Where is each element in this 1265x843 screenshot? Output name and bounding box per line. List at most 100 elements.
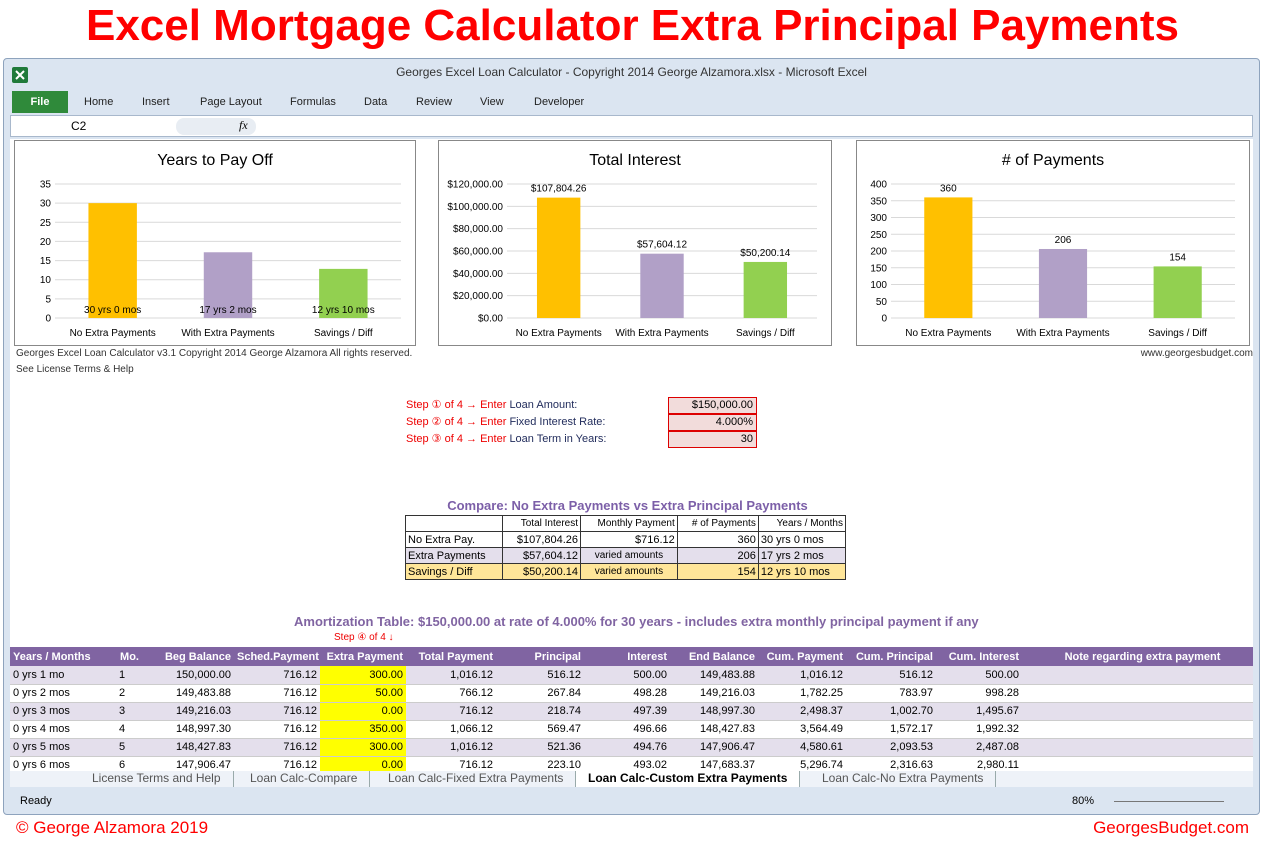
input-cell[interactable]: $150,000.00 — [668, 397, 757, 414]
step-line: Step ② of 4 → Enter Fixed Interest Rate: — [406, 414, 605, 431]
amortization-title: Amortization Table: $150,000.00 at rate … — [294, 614, 979, 629]
header-cell: Cum. Interest — [936, 647, 1022, 666]
excel-icon — [12, 67, 28, 83]
ribbon-tab[interactable]: Insert — [142, 96, 170, 108]
cell: 716.12 — [406, 756, 496, 771]
input-cell[interactable]: 30 — [668, 431, 757, 448]
ribbon-tab[interactable]: Home — [84, 96, 114, 108]
cell: 30 yrs 0 mos — [757, 531, 847, 548]
step-number: Step ① of 4 → — [406, 399, 478, 411]
amortization-row: 0 yrs 4 mos 4 148,997.30 716.12 350.00 1,066.… — [10, 720, 1253, 739]
cell: varied amounts — [580, 563, 678, 580]
window-title: Georges Excel Loan Calculator - Copyrigh… — [396, 65, 867, 79]
cell: 500.00 — [584, 666, 670, 685]
amortization-table: Years / Months Mo. Beg Balance Sched.Paymen… — [10, 647, 1253, 771]
bar — [743, 261, 788, 318]
chart-svg: Total Interest $0.00 $20,000.00 $40,000.00 $… — [447, 152, 817, 339]
bar — [1153, 266, 1202, 318]
cell: 2,498.37 — [758, 702, 846, 721]
chart: # of Payments 0 50 100 150 200 250 300 350 400 No … — [856, 140, 1250, 346]
status-bar: Ready 80% — [4, 789, 1259, 814]
y-tick-label: 250 — [870, 230, 887, 241]
data-label: $50,200.14 — [740, 248, 790, 259]
sheet-tab[interactable]: License Terms and Help — [80, 771, 234, 787]
cell: 494.76 — [584, 738, 670, 757]
ribbon-tab[interactable]: Formulas — [290, 96, 336, 108]
compare-row: No Extra Pay. $107,804.26 $716.12 360 30 yrs… — [404, 531, 847, 548]
cell: 521.36 — [496, 738, 584, 757]
x-tick-label: With Extra Payments — [181, 328, 274, 339]
y-tick-label: 300 — [870, 213, 887, 224]
sheet-tab[interactable]: Loan Calc-Custom Extra Payments — [576, 771, 801, 787]
cell: varied amounts — [580, 547, 678, 564]
x-tick-label: With Extra Payments — [1016, 328, 1109, 339]
header-cell: Cum. Payment — [758, 647, 846, 666]
y-tick-label: 10 — [40, 275, 52, 286]
x-tick-label: With Extra Payments — [615, 328, 708, 339]
y-tick-label: 5 — [45, 294, 51, 305]
cell: 783.97 — [846, 684, 936, 703]
name-box[interactable]: C2 — [71, 119, 87, 133]
ribbon-tab[interactable]: File — [12, 91, 68, 113]
amortization-row: 0 yrs 3 mos 3 149,216.03 716.12 0.00 716.12 21… — [10, 702, 1253, 721]
ribbon-tab[interactable]: Developer — [534, 96, 585, 108]
cell: 1,782.25 — [758, 684, 846, 703]
cell: 149,216.03 — [670, 684, 758, 703]
cell: 206 — [676, 547, 759, 564]
y-tick-label: $60,000.00 — [453, 247, 503, 258]
cell: 0 yrs 1 mo — [10, 666, 102, 685]
cell: 17 yrs 2 mos — [757, 547, 847, 564]
note-cell — [1022, 684, 1253, 703]
y-tick-label: 25 — [40, 218, 52, 229]
cell: 0.00 — [320, 702, 406, 721]
fx-button[interactable]: fx — [239, 118, 248, 132]
cell: $716.12 — [580, 531, 678, 548]
ribbon-tab[interactable]: Data — [364, 96, 388, 108]
sheet-tab[interactable]: Loan Calc-Compare — [238, 771, 371, 787]
cell: 716.12 — [234, 756, 320, 771]
zoom-level[interactable]: 80% — [1072, 795, 1095, 807]
ribbon-tab[interactable]: Review — [416, 96, 453, 108]
y-tick-label: 350 — [870, 196, 887, 207]
sheet-tab[interactable]: Loan Calc-Fixed Extra Payments — [376, 771, 577, 787]
y-tick-label: 50 — [876, 297, 888, 308]
cell: 0 yrs 2 mos — [10, 684, 102, 703]
cell: 0 yrs 4 mos — [10, 720, 102, 739]
cell: 716.12 — [234, 702, 320, 721]
x-tick-label: No Extra Payments — [516, 328, 602, 339]
input-cell[interactable]: 4.000% — [668, 414, 757, 431]
amortization-row: 0 yrs 6 mos 6 147,906.47 716.12 0.00 716.12 22… — [10, 756, 1253, 771]
step-line: Step ③ of 4 → Enter Loan Term in Years: — [406, 431, 606, 448]
amortization-row: 0 yrs 5 mos 5 148,427.83 716.12 300.00 1,016.… — [10, 738, 1253, 757]
cell: 3 — [102, 702, 142, 721]
data-label: $57,604.12 — [637, 240, 687, 251]
license-link[interactable]: See License Terms & Help — [16, 364, 134, 375]
cell: 0 yrs 5 mos — [10, 738, 102, 757]
step-verb: Enter — [480, 399, 507, 411]
ribbon-tab[interactable]: View — [480, 96, 504, 108]
header-cell: Note regarding extra payment — [1022, 647, 1253, 666]
cell: 2,487.08 — [936, 738, 1022, 757]
y-tick-label: 20 — [40, 237, 52, 248]
cell: 2,093.53 — [846, 738, 936, 757]
cell: 1,066.12 — [406, 720, 496, 739]
formula-bar: C2 fx — [10, 115, 1253, 137]
chart: Total Interest $0.00 $20,000.00 $40,000.00 $… — [438, 140, 832, 346]
step-number: Step ② of 4 → — [406, 416, 478, 428]
sheet-tab[interactable]: Loan Calc-No Extra Payments — [810, 771, 997, 787]
y-tick-label: 0 — [881, 314, 887, 325]
cell: 150,000.00 — [142, 666, 234, 685]
compare-title: Compare: No Extra Payments vs Extra Prin… — [447, 498, 808, 513]
bar — [924, 197, 973, 318]
step-line: Step ① of 4 → Enter Loan Amount: — [406, 397, 577, 414]
y-tick-label: $40,000.00 — [453, 269, 503, 280]
data-label: 17 yrs 2 mos — [199, 305, 256, 316]
cell: 516.12 — [496, 666, 584, 685]
header-cell: Years / Months — [757, 515, 847, 532]
y-tick-label: 15 — [40, 256, 52, 267]
header-cell — [404, 515, 504, 532]
ribbon-tab[interactable]: Page Layout — [200, 96, 262, 108]
cell: 300.00 — [320, 666, 406, 685]
y-tick-label: 100 — [870, 280, 887, 291]
